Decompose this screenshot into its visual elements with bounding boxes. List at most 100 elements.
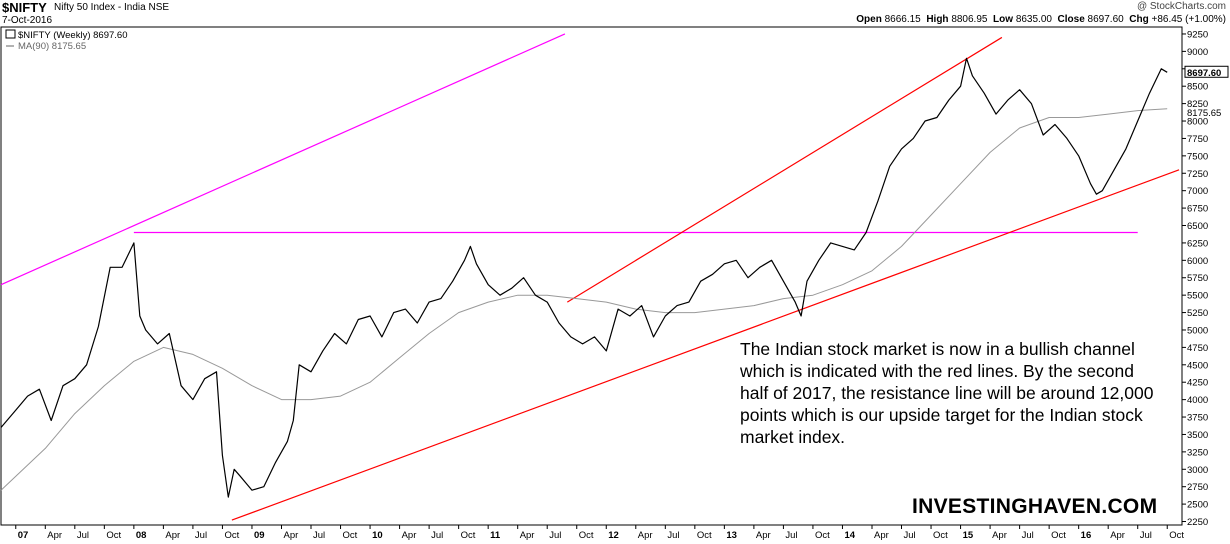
x-tick-label: 16 [1081, 530, 1092, 541]
chart-instrument-name: Nifty 50 Index - India NSE [54, 2, 170, 13]
y-tick-label: 3000 [1187, 465, 1208, 476]
x-tick-label: 10 [372, 530, 383, 541]
y-tick-label: 6750 [1187, 204, 1208, 215]
trendline [566, 36, 1003, 303]
x-tick-label: 07 [18, 530, 29, 541]
low-label: Low [993, 14, 1014, 25]
x-tick-label: Oct [106, 530, 121, 541]
y-tick-label: 6250 [1187, 238, 1208, 249]
chart-symbol: $NIFTY [2, 0, 47, 15]
x-tick-label: Jul [431, 530, 443, 541]
chart-annotation: The Indian stock market is now in a bull… [740, 339, 1154, 447]
legend-series-swatch [5, 29, 16, 39]
y-tick-label: 2500 [1187, 500, 1208, 511]
x-tick-label: Jul [195, 530, 207, 541]
y-tick-label: 8000 [1187, 117, 1208, 128]
brand-watermark: INVESTINGHAVEN.COM [912, 495, 1158, 518]
x-tick-label: Jul [904, 530, 916, 541]
price-series-line [0, 57, 1168, 498]
high-label: High [926, 14, 949, 25]
series-layer [0, 57, 1168, 498]
legend-series-label: $NIFTY (Weekly) 8697.60 [18, 30, 127, 41]
y-tick-label: 2250 [1187, 517, 1208, 528]
y-tick-label: 6000 [1187, 256, 1208, 267]
low-value: 8635.00 [1015, 14, 1052, 25]
x-tick-label: Oct [461, 530, 476, 541]
y-tick-label: 5500 [1187, 291, 1208, 302]
copyright-text: @ StockCharts.com [1136, 1, 1226, 12]
x-tick-label: Jul [785, 530, 797, 541]
x-tick-label: Apr [638, 530, 653, 541]
x-tick-label: 12 [608, 530, 619, 541]
x-tick-label: 13 [726, 530, 737, 541]
y-tick-label: 7000 [1187, 186, 1208, 197]
y-tick-label: 5750 [1187, 273, 1208, 284]
last-value-box [1184, 65, 1229, 78]
y-tick-label: 4000 [1187, 395, 1208, 406]
trendline [231, 169, 1180, 521]
y-tick-label: 9250 [1187, 29, 1208, 40]
y-tick-label: 8250 [1187, 99, 1208, 110]
x-tick-label: Oct [343, 530, 358, 541]
y-tick-label: 3500 [1187, 430, 1208, 441]
y-tick-label: 8500 [1187, 82, 1208, 93]
x-tick-label: Jul [1022, 530, 1034, 541]
y-tick-label: 4750 [1187, 343, 1208, 354]
y-tick-label: 5000 [1187, 325, 1208, 336]
x-tick-label: Jul [313, 530, 325, 541]
close-value: 8697.60 [1087, 14, 1124, 25]
x-tick-label: Apr [874, 530, 889, 541]
legend-ma-label: MA(90) 8175.65 [18, 41, 86, 52]
open-value: 8666.15 [884, 14, 921, 25]
x-tick-label: Oct [697, 530, 712, 541]
x-tick-label: Jul [667, 530, 679, 541]
last-value-tag: 8697.60 8175.65 [1184, 65, 1229, 119]
close-label: Close [1057, 14, 1085, 25]
x-axis: 07 Apr Jul Oct 08 Apr Jul Oct 09 Apr Jul Oct 10 Apr Ju… [15, 525, 1184, 541]
x-tick-label: Apr [520, 530, 535, 541]
x-tick-label: 09 [254, 530, 265, 541]
ma-value-text: 8175.65 [1187, 108, 1221, 119]
y-tick-label: 7250 [1187, 169, 1208, 180]
y-tick-label: 5250 [1187, 308, 1208, 319]
x-tick-label: Oct [1051, 530, 1066, 541]
x-tick-label: Oct [224, 530, 239, 541]
y-axis: 2250 2500 2750 3000 3250 3500 3750 4000 4250 4500… [1182, 29, 1208, 528]
chart-legend: $NIFTY (Weekly) 8697.60 MA(90) 8175.65 [5, 29, 127, 52]
x-tick-label: Jul [549, 530, 561, 541]
high-value: 8806.95 [951, 14, 988, 25]
x-tick-label: Apr [47, 530, 62, 541]
price-chart: 2250 2500 2750 3000 3250 3500 3750 4000 4250 4500… [0, 26, 1229, 541]
y-tick-label: 9000 [1187, 47, 1208, 58]
x-tick-label: Oct [815, 530, 830, 541]
open-label: Open [856, 14, 882, 25]
x-tick-label: Apr [992, 530, 1007, 541]
x-tick-label: 08 [136, 530, 147, 541]
chg-value: +86.45 (+1.00%) [1151, 14, 1227, 25]
x-tick-label: Apr [402, 530, 417, 541]
plot-frame [0, 26, 1183, 526]
y-tick-label: 3250 [1187, 447, 1208, 458]
x-tick-label: 14 [844, 530, 855, 541]
chg-label: Chg [1129, 14, 1149, 25]
y-tick-label: 6500 [1187, 221, 1208, 232]
chart-date: 7-Oct-2016 [2, 15, 53, 26]
x-tick-label: Apr [1110, 530, 1125, 541]
y-tick-label: 2750 [1187, 482, 1208, 493]
x-tick-label: 11 [490, 530, 501, 541]
y-tick-label: 3750 [1187, 413, 1208, 424]
x-tick-label: Apr [283, 530, 298, 541]
ma-series-line [0, 108, 1168, 491]
x-tick-label: Oct [579, 530, 594, 541]
x-tick-label: Jul [77, 530, 89, 541]
x-tick-label: Apr [165, 530, 180, 541]
y-tick-label: 7750 [1187, 134, 1208, 145]
x-tick-label: Apr [756, 530, 771, 541]
trendline [0, 33, 566, 286]
trendlines [0, 33, 1180, 521]
y-tick-label: 4250 [1187, 378, 1208, 389]
y-tick-label: 4500 [1187, 360, 1208, 371]
quote-strip: Open 8666.15 High 8806.95 Low 8635.00 Cl… [856, 14, 1226, 25]
x-tick-label: Oct [933, 530, 948, 541]
x-tick-label: Jul [1140, 530, 1152, 541]
